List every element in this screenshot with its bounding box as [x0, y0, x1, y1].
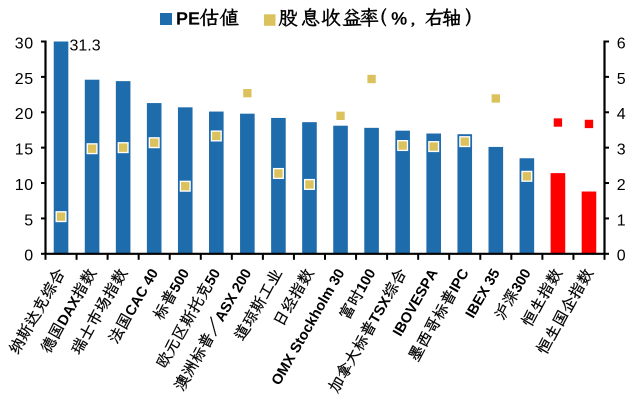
svg-text:10: 10 — [15, 177, 34, 194]
svg-text:3: 3 — [617, 142, 626, 159]
svg-text:25: 25 — [15, 71, 34, 88]
svg-text:0: 0 — [617, 248, 626, 265]
svg-text:31.3: 31.3 — [70, 38, 101, 55]
svg-text:5: 5 — [617, 71, 626, 88]
svg-text:4: 4 — [617, 106, 626, 123]
svg-text:15: 15 — [15, 142, 34, 159]
svg-text:0: 0 — [24, 248, 33, 265]
svg-text:2: 2 — [617, 177, 626, 194]
svg-text:1: 1 — [617, 212, 626, 229]
svg-text:20: 20 — [15, 106, 34, 123]
svg-text:6: 6 — [617, 35, 626, 52]
svg-text:30: 30 — [15, 35, 34, 52]
svg-text:5: 5 — [24, 212, 33, 229]
